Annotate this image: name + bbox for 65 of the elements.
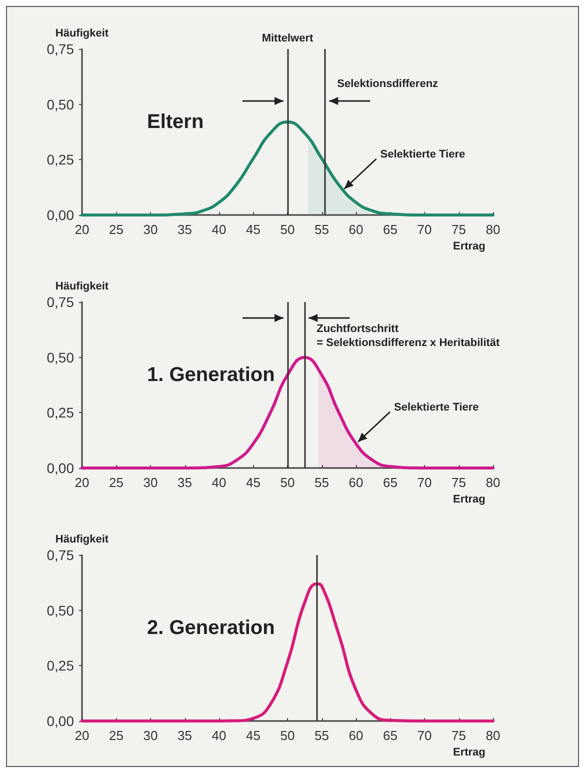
x-tick-label: 45: [246, 475, 260, 490]
y-axis-title: Häufigkeit: [55, 534, 109, 546]
text: 2. Generation: [147, 617, 275, 639]
y-tick-label: 0,25: [46, 152, 74, 168]
x-tick-label: 65: [383, 475, 398, 490]
x-tick-label: 20: [74, 475, 90, 490]
x-tick-label: 35: [178, 222, 192, 237]
x-tick-label: 60: [348, 222, 364, 237]
x-tick-label: 45: [246, 728, 260, 743]
x-tick-label: 50: [280, 475, 295, 490]
x-tick-label: 65: [383, 222, 398, 237]
text: Eltern: [147, 111, 204, 133]
x-tick-label: 30: [143, 475, 158, 490]
x-tick-label: 50: [280, 222, 295, 237]
x-tick-label: 80: [486, 475, 500, 490]
y-tick-label: 0,50: [46, 349, 74, 366]
x-tick-label: 70: [417, 475, 432, 490]
x-axis-title: Ertrag: [453, 494, 486, 506]
x-tick-label: 75: [452, 475, 466, 490]
ref-line-label: Mittelwert: [262, 32, 314, 44]
x-tick-label: 40: [212, 475, 226, 490]
x-tick-label: 75: [452, 222, 466, 237]
y-tick-label: 0,25: [46, 404, 74, 421]
annotation: Zuchtfortschritt = Selektionsdifferenz x Heritabilität: [316, 323, 500, 349]
x-tick-label: 55: [314, 728, 329, 743]
x-tick-label: 60: [348, 475, 364, 490]
x-tick-label: 45: [246, 222, 260, 237]
x-tick-label: 30: [143, 222, 158, 237]
annotation: Selektionsdifferenz: [337, 78, 439, 90]
y-tick-label: 0,25: [46, 658, 74, 674]
x-tick-label: 50: [280, 728, 295, 743]
x-tick-label: 25: [109, 728, 124, 743]
x-axis-title: Ertrag: [453, 746, 486, 758]
y-tick-label: 0,75: [46, 294, 74, 310]
x-tick-label: 60: [348, 728, 364, 743]
x-tick-label: 25: [109, 222, 124, 237]
x-tick-label: 55: [314, 222, 329, 237]
x-tick-label: 70: [417, 222, 432, 237]
y-tick-label: 0,50: [46, 96, 74, 112]
x-tick-label: 35: [178, 728, 192, 743]
x-axis-title: Ertrag: [453, 240, 486, 252]
x-tick-label: 80: [486, 222, 500, 237]
x-tick-label: 30: [143, 728, 158, 743]
x-tick-label: 80: [486, 728, 500, 743]
y-tick-label: 0,00: [46, 713, 74, 729]
x-tick-label: 40: [212, 728, 226, 743]
y-tick-label: 0,75: [46, 41, 74, 57]
y-axis-title: Häufigkeit: [55, 28, 109, 40]
x-tick-label: 70: [417, 728, 432, 743]
y-tick-label: 0,50: [46, 602, 74, 618]
x-tick-label: 25: [109, 475, 124, 490]
y-axis-title: Häufigkeit: [55, 280, 109, 292]
y-tick-label: 0,00: [46, 207, 74, 223]
x-tick-label: 40: [212, 222, 226, 237]
annotation: Selektierte Tiere: [394, 401, 479, 414]
x-tick-label: 35: [178, 475, 192, 490]
x-tick-label: 20: [74, 222, 90, 237]
x-tick-label: 55: [314, 475, 329, 490]
y-tick-label: 0,75: [46, 547, 74, 563]
x-tick-label: 65: [383, 728, 398, 743]
x-tick-label: 75: [452, 728, 466, 743]
annotation: Selektierte Tiere: [380, 148, 466, 160]
text: 1. Generation: [147, 364, 275, 386]
x-tick-label: 20: [74, 728, 90, 743]
y-tick-label: 0,00: [46, 460, 74, 476]
